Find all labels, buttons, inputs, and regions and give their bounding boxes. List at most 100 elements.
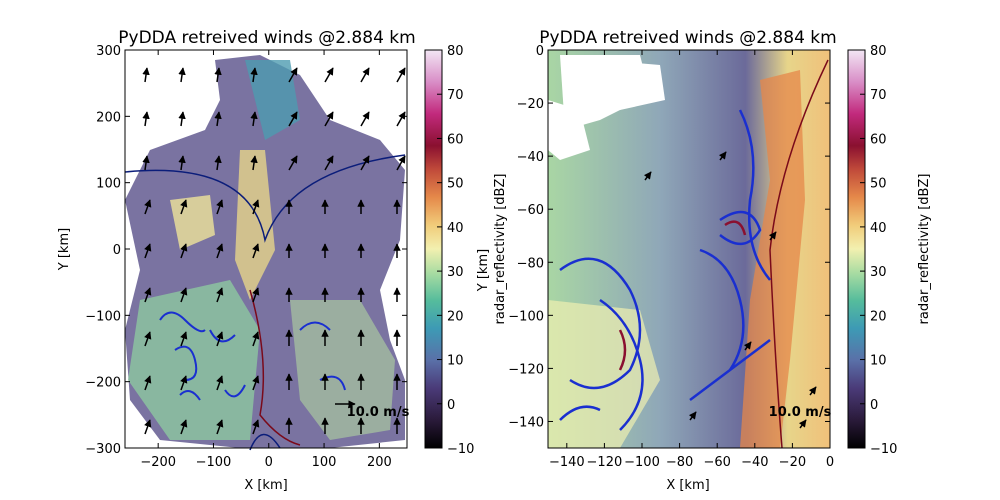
y-tick-label: 200 bbox=[96, 110, 121, 125]
x-tick-label: −100 bbox=[196, 455, 232, 470]
wind-arrow bbox=[180, 199, 188, 215]
left-x-axis-label: X [km] bbox=[244, 478, 287, 493]
colorbar-tick-label: 20 bbox=[870, 309, 887, 324]
y-tick-label: −120 bbox=[508, 362, 544, 377]
left-colorbar-label: radar_reflectivity [dBZ] bbox=[493, 174, 508, 325]
right-x-axis-label: X [km] bbox=[666, 478, 709, 493]
wind-arrow bbox=[216, 375, 224, 391]
colorbar-tick-label: 70 bbox=[870, 88, 887, 103]
wind-arrow bbox=[808, 386, 817, 396]
wind-arrow bbox=[360, 111, 370, 127]
x-tick-label: −140 bbox=[549, 455, 585, 470]
wind-arrow bbox=[180, 331, 188, 347]
wind-arrow bbox=[798, 419, 807, 429]
wind-arrow bbox=[718, 151, 727, 161]
y-tick-label: −100 bbox=[85, 309, 121, 324]
left-y-axis-label: Y [km] bbox=[57, 228, 72, 271]
right-panel: PyDDA retreived winds @2.884 km 10.0 m/s bbox=[476, 28, 932, 493]
wind-arrow bbox=[142, 67, 150, 83]
right-y-axis-label: Y [km] bbox=[476, 249, 491, 292]
wind-arrow bbox=[768, 231, 777, 241]
y-tick-label: −100 bbox=[508, 309, 544, 324]
wind-arrow bbox=[643, 171, 652, 181]
left-wind-arrows bbox=[142, 67, 406, 435]
wind-arrow bbox=[743, 341, 752, 351]
right-x-ticks: −140 −120 −100 −80 −60 −40 −20 0 bbox=[549, 50, 834, 470]
colorbar-tick-label: 50 bbox=[870, 177, 887, 192]
right-wind-arrows bbox=[643, 151, 817, 429]
wind-arrow bbox=[178, 155, 186, 171]
right-axes-frame bbox=[547, 49, 831, 449]
wind-arrow bbox=[180, 375, 188, 391]
wind-arrow bbox=[250, 155, 258, 171]
wind-arrow bbox=[216, 419, 224, 435]
wind-arrow bbox=[214, 67, 222, 83]
x-tick-label: −60 bbox=[703, 455, 730, 470]
right-colorbar-label: radar_reflectivity [dBZ] bbox=[917, 174, 932, 325]
y-tick-label: −300 bbox=[85, 442, 121, 457]
y-tick-label: −40 bbox=[517, 150, 544, 165]
wind-arrow bbox=[144, 419, 152, 435]
right-y-ticks: −140 −120 −100 −80 −60 −40 −20 0 bbox=[508, 44, 830, 430]
colorbar-tick-label: 60 bbox=[447, 132, 464, 147]
colorbar-tick-label: 40 bbox=[447, 221, 464, 236]
wind-arrow bbox=[180, 243, 188, 259]
wind-arrow bbox=[252, 243, 260, 259]
x-tick-label: −20 bbox=[779, 455, 806, 470]
left-colorbar-ticks: −10 0 10 20 30 40 50 60 70 80 bbox=[437, 44, 474, 457]
wind-arrow bbox=[288, 155, 298, 171]
x-tick-label: 0 bbox=[826, 455, 834, 470]
wind-arrow bbox=[252, 375, 260, 391]
colorbar-tick-label: 40 bbox=[870, 221, 887, 236]
wind-arrow bbox=[144, 331, 152, 347]
right-contours bbox=[559, 109, 771, 431]
y-tick-label: −80 bbox=[517, 256, 544, 271]
x-tick-label: −200 bbox=[140, 455, 176, 470]
y-tick-label: −60 bbox=[517, 203, 544, 218]
colorbar-tick-label: −10 bbox=[870, 442, 897, 457]
wind-arrow bbox=[178, 111, 186, 127]
x-tick-label: 0 bbox=[265, 455, 273, 470]
wind-arrow bbox=[396, 67, 406, 83]
right-chart-title: PyDDA retreived winds @2.884 km bbox=[539, 28, 836, 48]
wind-arrow bbox=[252, 331, 260, 347]
left-panel: PyDDA retreived winds @2.884 km bbox=[57, 28, 508, 493]
wind-arrow bbox=[178, 67, 186, 83]
wind-arrow bbox=[216, 331, 224, 347]
right-colorbar bbox=[847, 49, 866, 449]
wind-arrow bbox=[144, 243, 152, 259]
colorbar-tick-label: 10 bbox=[447, 354, 464, 369]
y-tick-label: 0 bbox=[536, 44, 544, 59]
colorbar-tick-label: −10 bbox=[447, 442, 474, 457]
wind-arrow bbox=[180, 419, 188, 435]
colorbar-tick-label: 0 bbox=[870, 398, 878, 413]
left-colorbar bbox=[424, 49, 443, 449]
colorbar-tick-label: 20 bbox=[447, 309, 464, 324]
wind-arrow bbox=[250, 111, 258, 127]
wind-arrow bbox=[216, 199, 224, 215]
right-reflectivity-field bbox=[548, 50, 830, 448]
left-y-ticks: −300 −200 −100 0 100 200 300 bbox=[85, 44, 407, 457]
wind-arrow bbox=[396, 111, 406, 127]
wind-arrow bbox=[216, 243, 224, 259]
y-tick-label: −140 bbox=[508, 415, 544, 430]
wind-arrow bbox=[180, 287, 188, 303]
wind-arrow bbox=[252, 199, 260, 215]
colorbar-tick-label: 0 bbox=[447, 398, 455, 413]
wind-arrow bbox=[288, 67, 298, 83]
left-x-ticks: −200 −100 0 100 200 bbox=[140, 50, 392, 470]
y-tick-label: −20 bbox=[517, 97, 544, 112]
left-contours bbox=[159, 311, 346, 401]
wind-arrow bbox=[360, 67, 370, 83]
wind-arrow bbox=[360, 155, 370, 171]
x-tick-label: −100 bbox=[624, 455, 660, 470]
y-tick-label: 300 bbox=[96, 44, 121, 59]
x-tick-label: −40 bbox=[741, 455, 768, 470]
colorbar-tick-label: 80 bbox=[447, 44, 464, 59]
colorbar-tick-label: 80 bbox=[870, 44, 887, 59]
y-tick-label: −200 bbox=[85, 376, 121, 391]
x-tick-label: −120 bbox=[587, 455, 623, 470]
colorbar-tick-label: 10 bbox=[870, 354, 887, 369]
wind-arrow bbox=[144, 287, 152, 303]
left-chart-title: PyDDA retreived winds @2.884 km bbox=[118, 28, 415, 48]
